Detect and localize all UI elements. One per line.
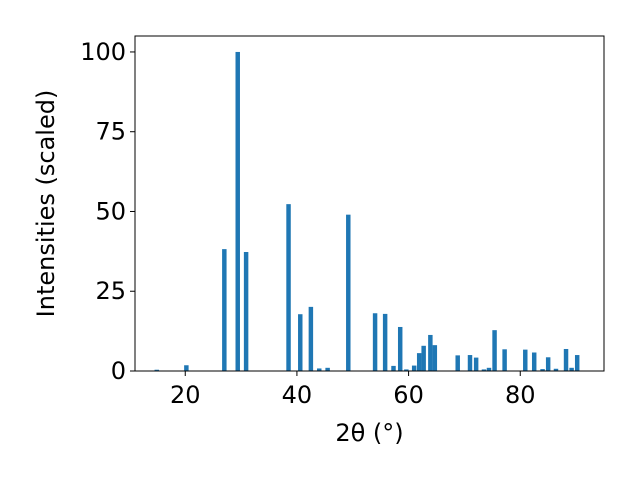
bar [325,367,330,371]
bar [502,349,507,371]
bar [545,357,551,371]
bar [481,369,487,371]
bar [455,355,460,371]
bar [154,369,160,371]
bar [317,368,322,371]
y-tick-label: 75 [95,118,126,146]
bar [382,313,388,371]
plot-frame [134,35,605,372]
bar [416,353,422,371]
bar [235,51,240,371]
x-tick-label: 40 [282,381,313,409]
bar [298,314,303,371]
bar [222,249,227,371]
bar [492,330,497,371]
y-tick-label: 100 [80,38,126,66]
bar [421,345,426,371]
bar [411,365,417,371]
y-tick-label: 25 [95,277,126,305]
bar [486,367,492,371]
y-tick-label: 50 [95,197,126,225]
bar [286,204,291,371]
x-axis-label: 2θ (°) [335,419,403,447]
bar [569,367,574,371]
y-axis-label: Intensities (scaled) [32,90,60,318]
x-tick-label: 20 [170,381,201,409]
x-tick-label: 80 [505,381,536,409]
bar [473,357,479,371]
bar [397,326,403,371]
y-tick-label: 0 [111,357,126,385]
bar [563,348,569,371]
bar [308,306,314,371]
x-tick-label: 60 [393,381,424,409]
bar [391,365,396,371]
bar [404,369,409,371]
bar [574,355,580,371]
bar [467,355,473,371]
bar [553,368,559,371]
bar [372,313,378,371]
bar [531,352,537,371]
bar [432,345,438,371]
bar [428,334,433,371]
bar [243,251,249,371]
y-axis: 0 25 50 75 100 [80,38,135,385]
bar-series [154,51,580,371]
bar [523,349,528,371]
bar [346,214,351,371]
bar [540,369,545,371]
bar [184,365,189,371]
x-axis: 20 40 60 80 [170,371,536,409]
